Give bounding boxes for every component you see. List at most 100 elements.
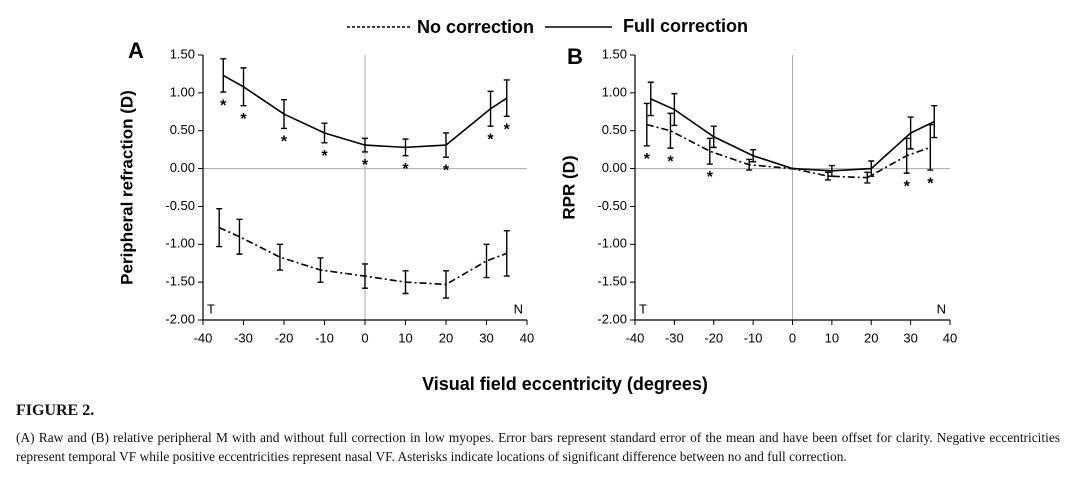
y-tick-label: 0.50 (170, 122, 195, 137)
y-tick-label: 1.00 (602, 84, 627, 99)
y-tick-label: -2.00 (165, 311, 195, 326)
error-bar (321, 122, 328, 144)
axis (634, 55, 950, 321)
figure-caption: (A) Raw and (B) relative peripheral M wi… (16, 430, 1060, 464)
y-tick-label: 0.50 (602, 122, 627, 137)
series-line (646, 123, 931, 179)
error-bar (710, 125, 717, 149)
error-bar (643, 102, 650, 147)
x-tick-label: 0 (361, 330, 368, 345)
error-bar (276, 243, 283, 271)
corner-label: N (937, 301, 946, 316)
axis (202, 55, 527, 321)
x-tick-label: -40 (194, 330, 213, 345)
error-bar (362, 263, 368, 289)
error-bar (281, 98, 287, 130)
error-bar (240, 67, 247, 107)
error-bar (317, 257, 324, 283)
x-tick-label: -10 (315, 330, 334, 345)
error-bar (483, 243, 490, 279)
significance-marker: * (240, 111, 247, 128)
error-bar (746, 158, 753, 171)
error-bar (443, 132, 449, 158)
y-axis-label: Peripheral refraction (D) (117, 90, 136, 285)
x-tick-label: -30 (234, 330, 253, 345)
x-axis-label: Visual field eccentricity (degrees) (422, 374, 708, 394)
y-axis-label: RPR (D) (559, 155, 578, 219)
y-tick-label: -0.50 (597, 198, 627, 213)
error-bar (868, 160, 875, 177)
significance-marker: * (504, 122, 511, 139)
x-tick-label: -20 (275, 330, 294, 345)
x-tick-label: 30 (479, 330, 493, 345)
significance-marker: * (220, 97, 227, 114)
y-tick-label: 1.00 (170, 84, 195, 99)
y-tick-label: 1.50 (602, 46, 627, 61)
y-tick-label: -1.00 (165, 236, 195, 251)
error-bar (503, 229, 510, 277)
y-tick-label: -1.50 (165, 274, 195, 289)
x-tick-label: 30 (903, 330, 917, 345)
x-tick-label: -30 (665, 330, 684, 345)
y-tick-label: -1.50 (597, 274, 627, 289)
error-bar (824, 171, 831, 181)
panel-label: A (128, 38, 144, 63)
corner-label: T (207, 301, 215, 316)
x-tick-label: -20 (704, 330, 723, 345)
error-bar (931, 105, 938, 139)
error-bar (216, 208, 223, 248)
x-tick-label: -40 (626, 330, 645, 345)
error-bar (907, 116, 914, 150)
significance-marker: * (707, 169, 714, 186)
y-tick-label: -2.00 (597, 311, 627, 326)
error-bar (667, 112, 674, 149)
significance-marker: * (487, 131, 494, 148)
error-bar (236, 218, 243, 255)
significance-marker: * (402, 161, 409, 178)
significance-marker: * (362, 157, 369, 174)
error-bar (647, 81, 654, 117)
error-bar (671, 92, 678, 127)
error-bar (220, 58, 227, 93)
significance-marker: * (667, 153, 674, 170)
y-tick-label: 0.00 (170, 160, 195, 175)
error-bar (402, 138, 409, 157)
legend-label: Full correction (623, 16, 748, 36)
error-bar (362, 137, 368, 153)
panel-label: B (567, 44, 583, 69)
significance-marker: * (321, 148, 328, 165)
x-tick-label: 40 (943, 330, 957, 345)
y-tick-label: -0.50 (165, 198, 195, 213)
error-bar (828, 164, 835, 177)
error-bar (402, 270, 409, 295)
x-tick-label: 0 (789, 330, 796, 345)
chart: No correction Full correction Visual fie… (117, 16, 957, 394)
error-bar (443, 270, 449, 299)
significance-marker: * (443, 162, 450, 179)
figure-label: FIGURE 2. (16, 402, 95, 419)
error-bar (927, 123, 934, 171)
x-tick-label: 20 (439, 330, 453, 345)
x-tick-label: 40 (520, 330, 534, 345)
series-line (218, 226, 508, 286)
error-bar (864, 171, 871, 184)
y-tick-label: 1.50 (170, 46, 195, 61)
error-bar (487, 90, 494, 127)
x-tick-label: -10 (744, 330, 763, 345)
x-tick-label: 10 (398, 330, 412, 345)
error-bar (750, 148, 757, 163)
error-bar (706, 137, 713, 165)
legend-label: No correction (417, 17, 534, 37)
corner-label: T (639, 301, 647, 316)
significance-marker: * (281, 134, 288, 151)
significance-marker: * (904, 178, 911, 195)
corner-label: N (514, 301, 523, 316)
significance-marker: * (927, 175, 934, 192)
y-tick-label: -1.00 (597, 236, 627, 251)
x-tick-label: 20 (864, 330, 878, 345)
y-tick-label: 0.00 (602, 160, 627, 175)
x-tick-label: 10 (825, 330, 839, 345)
significance-marker: * (644, 151, 651, 168)
error-bar (503, 79, 510, 118)
